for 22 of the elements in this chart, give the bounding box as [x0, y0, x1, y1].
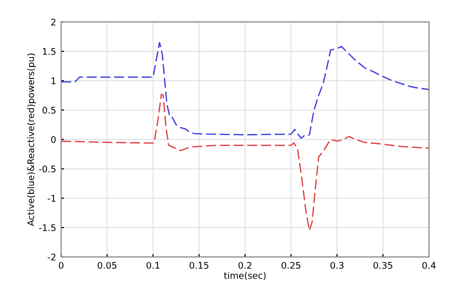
y-tick-label: 0 [51, 136, 56, 143]
y-axis-title: Active(blue)&Reactive(red)powers(pu) [27, 54, 36, 226]
y-tick-label: -0.5 [39, 166, 56, 172]
x-tick-label: 0.15 [190, 262, 208, 269]
y-tick-label: 1 [52, 78, 56, 84]
y-tick-label: 2 [51, 18, 56, 26]
x-tick-label: 0.2 [238, 262, 252, 269]
line-series [61, 42, 429, 139]
x-tick-label: 0.1 [146, 262, 160, 269]
x-tick-label: 0.05 [98, 262, 116, 269]
y-tick-label: 1.5 [42, 48, 56, 55]
y-tick-label: -1.5 [39, 224, 56, 232]
y-tick-label: -1 [48, 195, 56, 202]
x-tick-label: 0.35 [374, 262, 392, 269]
x-tick-label: 0.3 [330, 262, 344, 269]
y-tick-label: -2 [48, 254, 56, 260]
x-axis-title: time(sec) [224, 272, 266, 280]
line-series [61, 94, 429, 232]
x-tick-label: 0.25 [282, 262, 300, 269]
x-tick-label: 0.4 [422, 262, 436, 269]
y-tick-label: 0.5 [42, 106, 56, 114]
x-tick-label: 0 [58, 262, 64, 269]
